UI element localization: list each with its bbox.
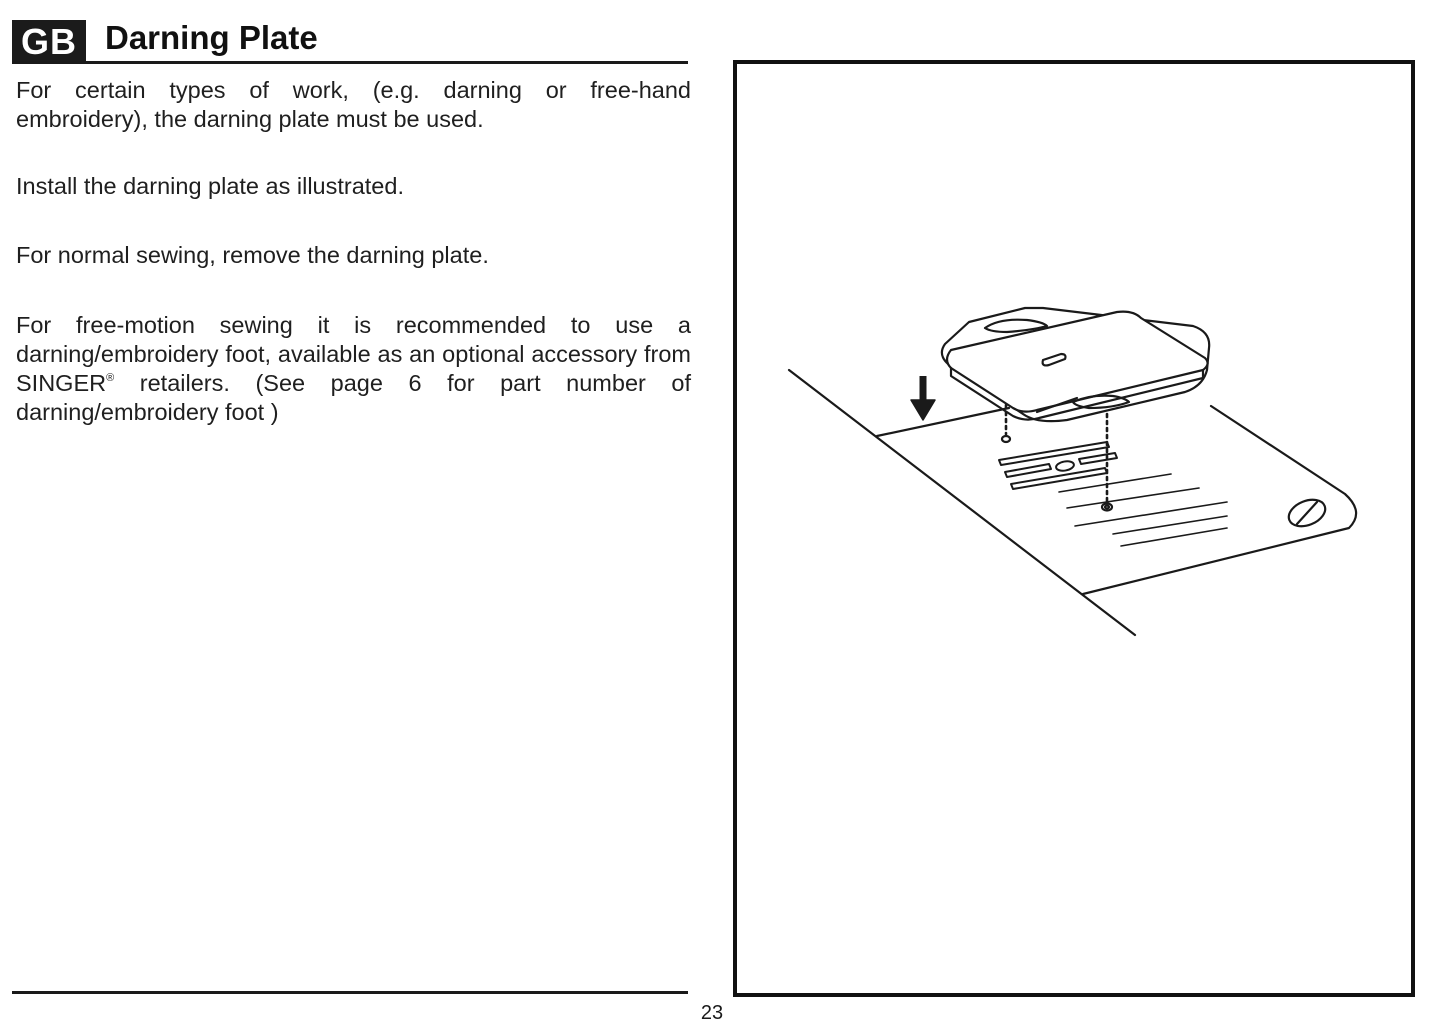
seam-guide-lines (1058, 473, 1228, 547)
needle-hole (1100, 502, 1114, 512)
down-arrow-icon (910, 376, 936, 421)
plate-pin-hole (1000, 434, 1012, 444)
language-badge: GB (12, 20, 86, 64)
illustration-frame (733, 60, 1415, 997)
footer-rule (12, 991, 688, 994)
screw-icon (1287, 498, 1327, 528)
paragraph-free-motion: For free-motion sewing it is recommended… (16, 311, 691, 427)
paragraph-darning-usage: For certain types of work, (e.g. darning… (16, 77, 691, 132)
darning-plate (940, 306, 1211, 423)
needle-plate-outline (875, 404, 1358, 596)
registered-mark: ® (106, 372, 115, 384)
darning-plate-illustration (787, 306, 1358, 637)
page-title: Darning Plate (105, 19, 318, 56)
title-underline (12, 61, 688, 64)
bed-edge-line (787, 368, 1137, 637)
paragraph-install: Install the darning plate as illustrated… (16, 173, 404, 199)
free-motion-text-end: retailers. (See page 6 for part number o… (16, 370, 691, 425)
free-motion-text-start: For free-motion sewing it is recommended… (16, 312, 691, 396)
paragraph-normal-sewing: For normal sewing, remove the darning pl… (16, 242, 489, 268)
instruction-text: For certain types of work, (e.g. darning… (16, 76, 691, 427)
page-number: 23 (700, 1002, 724, 1024)
feed-slots (998, 441, 1118, 490)
